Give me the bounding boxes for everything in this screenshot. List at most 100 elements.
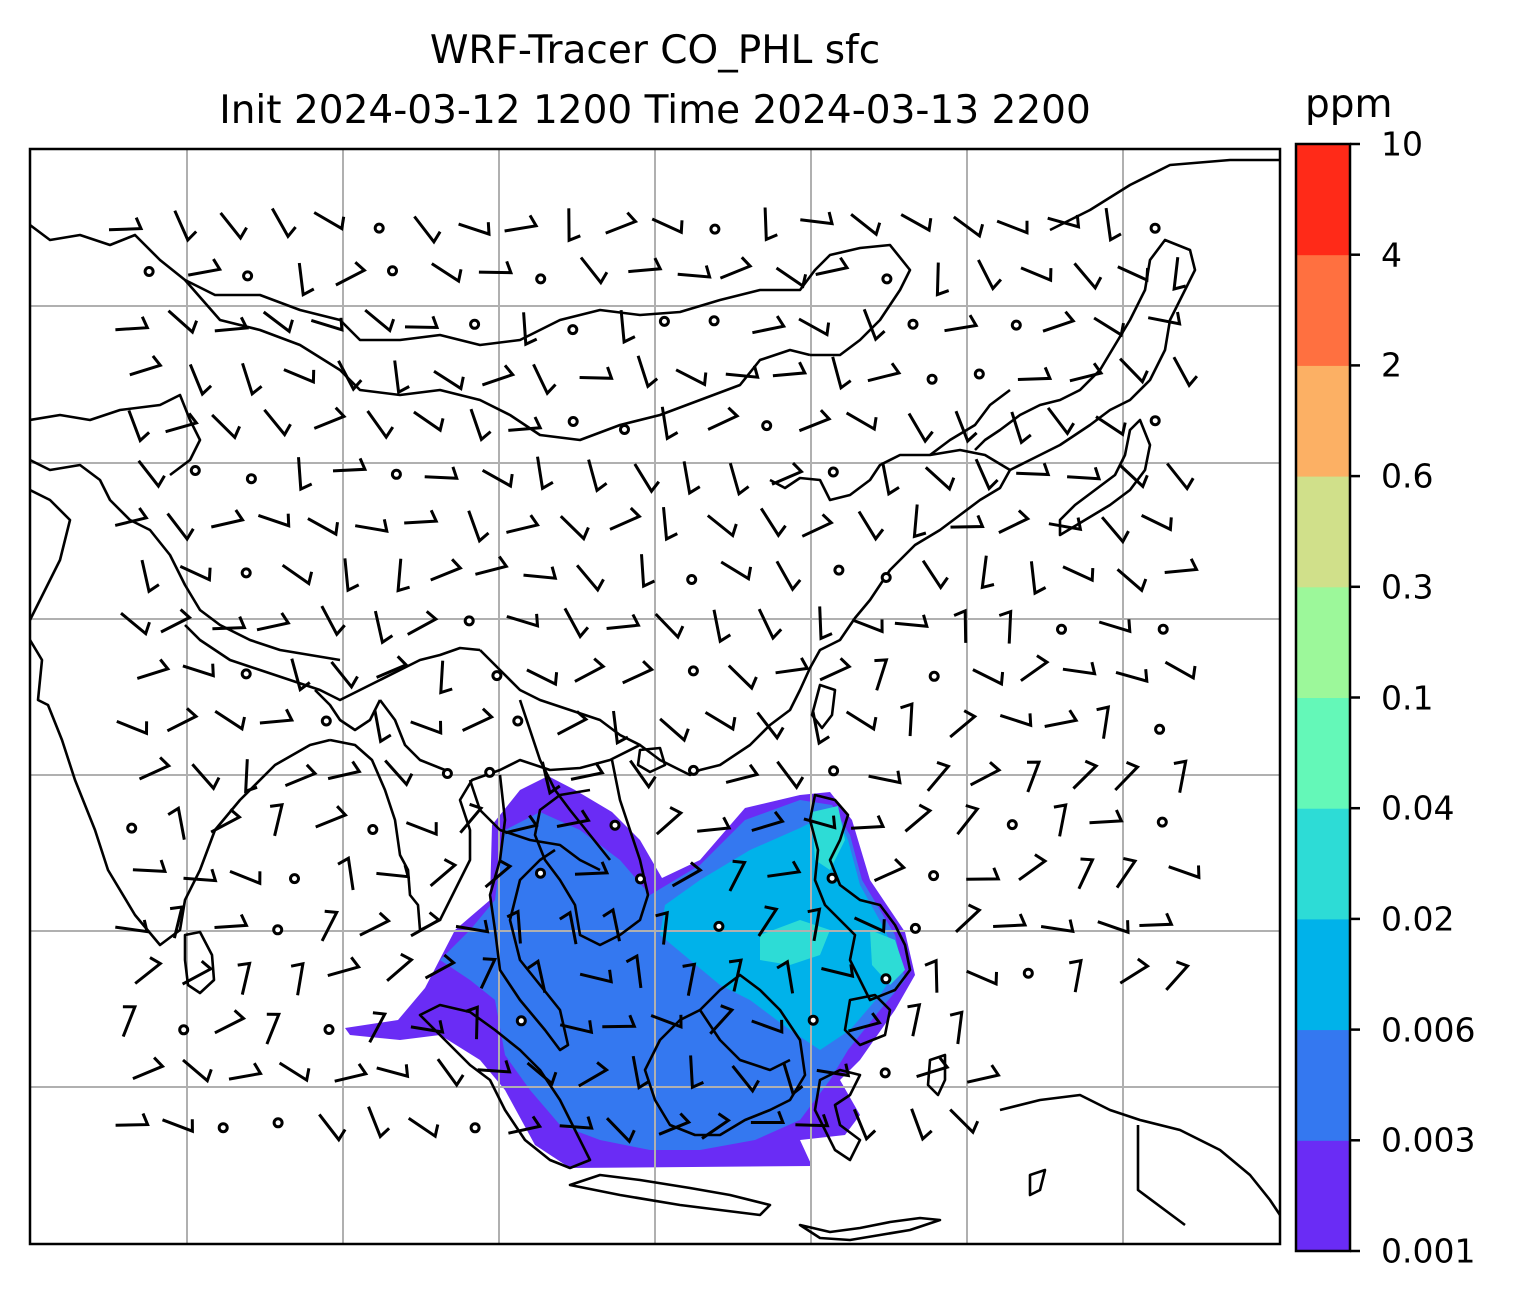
plume-higher-2 <box>870 930 905 985</box>
colorbar-band <box>1296 808 1350 920</box>
calm-wind-marker <box>367 824 379 835</box>
wind-barb <box>966 867 1001 881</box>
wind-barb <box>977 259 1003 292</box>
wind-barb <box>214 1009 247 1035</box>
wind-barb <box>263 408 292 438</box>
map-title: WRF-Tracer CO_PHL sfc <box>429 28 881 73</box>
wind-barb <box>332 457 368 473</box>
wind-barb <box>912 504 927 539</box>
wind-barb <box>1104 207 1122 243</box>
wind-barb <box>229 870 262 886</box>
calm-wind-marker <box>373 222 385 234</box>
coastline-java <box>568 1173 772 1217</box>
wind-barb <box>506 909 522 944</box>
wind-barb <box>1164 558 1199 574</box>
wind-barb <box>290 658 311 693</box>
wind-barb <box>949 1010 964 1045</box>
calm-wind-marker <box>880 973 892 985</box>
wind-barb <box>424 953 457 980</box>
wind-barb <box>359 911 392 937</box>
calm-wind-marker <box>387 265 398 277</box>
wind-barb <box>210 808 243 834</box>
calm-wind-marker <box>928 870 940 882</box>
wind-barb <box>1062 565 1095 583</box>
wind-barb <box>706 514 738 539</box>
wind-barb <box>188 363 213 397</box>
colorbar <box>1294 142 1360 1253</box>
calm-wind-marker <box>709 223 721 235</box>
wind-barb <box>181 959 214 986</box>
wind-barb <box>559 1020 594 1035</box>
wind-barb <box>811 711 831 746</box>
wind-barb <box>625 953 643 989</box>
wind-barb <box>508 1115 543 1135</box>
wind-barb <box>430 262 463 284</box>
wind-barb <box>1040 919 1075 934</box>
colorbar-band <box>1296 918 1350 1031</box>
wind-barb <box>767 860 802 878</box>
coastline-malay-peninsula <box>488 774 570 1052</box>
border-myanmar-india <box>378 699 446 772</box>
wind-barb <box>540 761 561 796</box>
coastline-new-guinea <box>999 1093 1280 1216</box>
colorbar-band <box>1296 1029 1350 1141</box>
wind-barb <box>578 1061 610 1088</box>
calm-wind-marker <box>1149 415 1161 427</box>
wind-barb <box>404 315 440 330</box>
wind-barb <box>183 868 218 883</box>
calm-wind-marker <box>609 819 621 831</box>
wind-barb <box>270 207 297 240</box>
wind-barb <box>575 564 605 593</box>
wind-barb <box>173 210 198 243</box>
wind-barb <box>413 215 442 245</box>
wind-barb <box>478 260 514 275</box>
wind-barb <box>1098 619 1132 634</box>
coastline-maluku <box>926 1053 947 1097</box>
wind-barb <box>477 1059 512 1074</box>
wind-barb <box>659 717 690 743</box>
calm-wind-marker <box>515 1015 527 1027</box>
wind-barb <box>1067 466 1102 481</box>
wind-barb <box>1046 406 1075 437</box>
calm-wind-marker <box>634 873 646 885</box>
wind-barb <box>907 412 934 444</box>
wind-barb <box>115 1112 150 1127</box>
wind-barb <box>191 763 221 791</box>
wind-barb <box>969 761 1002 787</box>
calm-wind-marker <box>686 574 698 585</box>
wind-barb <box>775 266 808 289</box>
coastline-sumatra <box>418 1003 592 1170</box>
wind-barb <box>1172 356 1199 388</box>
colorbar-unit-label: ppm <box>1305 82 1393 127</box>
border-mongolia <box>184 279 811 442</box>
wind-barb <box>214 913 249 929</box>
wind-barb <box>214 710 246 732</box>
wind-barb <box>654 612 685 640</box>
wind-barb <box>727 664 758 691</box>
wind-barb <box>127 409 151 444</box>
wind-barb <box>396 558 411 593</box>
wind-barb <box>851 814 886 830</box>
wind-barb <box>241 362 263 397</box>
wind-barb <box>116 720 149 736</box>
wind-barb <box>327 760 362 781</box>
coastline-taiwan <box>810 683 837 730</box>
coastline-hainan <box>636 746 667 774</box>
gridlines <box>30 149 1280 1244</box>
wind-barb <box>367 1106 391 1140</box>
wind-barb <box>907 1002 922 1037</box>
wind-barb <box>1147 311 1182 326</box>
map-subtitle: Init 2024-03-12 1200 Time 2024-03-13 220… <box>219 88 1091 133</box>
calm-wind-marker <box>1056 623 1067 635</box>
wind-barb <box>900 701 914 737</box>
calm-wind-marker <box>272 924 284 936</box>
wind-barb <box>998 609 1013 644</box>
wind-barb <box>857 510 885 542</box>
wind-barb <box>536 456 554 491</box>
wind-barb <box>343 558 360 593</box>
wind-barb <box>166 512 195 542</box>
colorbar-tick-label: 0.1 <box>1381 678 1434 717</box>
wind-barb <box>756 711 785 741</box>
calm-wind-marker <box>272 1117 284 1129</box>
wind-barb <box>751 810 785 832</box>
